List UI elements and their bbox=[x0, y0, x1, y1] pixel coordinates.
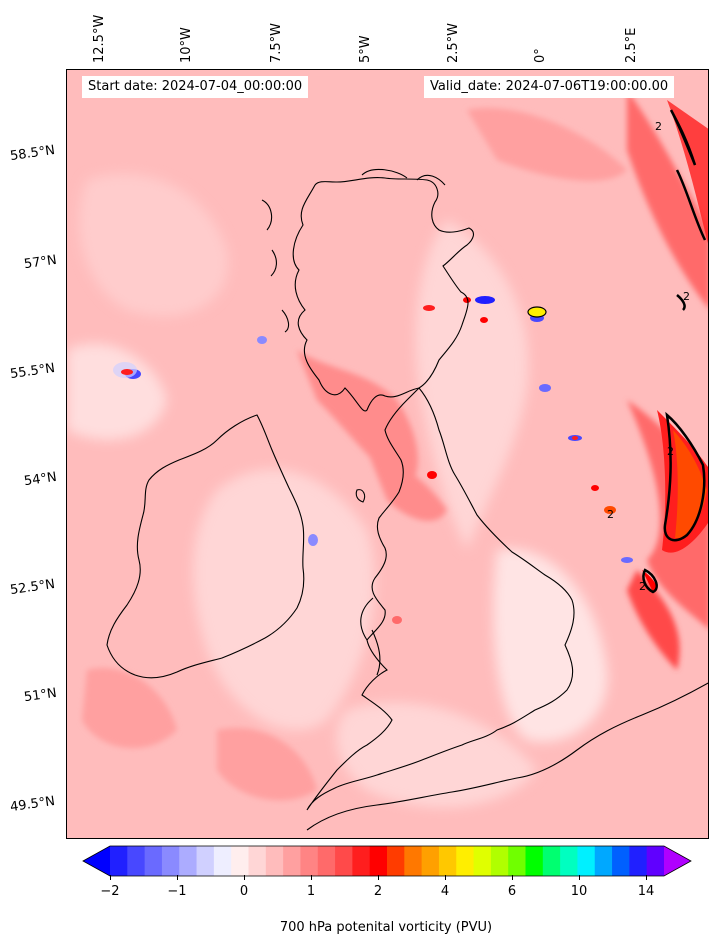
lat-label-57n: 57°N bbox=[23, 252, 58, 273]
colorbar bbox=[82, 845, 692, 877]
colorbar-segment bbox=[404, 846, 423, 876]
tick-mark-minus2 bbox=[110, 875, 111, 880]
colorbar-segment bbox=[646, 846, 665, 876]
colorbar-segment bbox=[352, 846, 371, 876]
coastline-france bbox=[306, 682, 708, 831]
colorbar-segment bbox=[231, 846, 250, 876]
start-date-label: Start date: 2024-07-04_00:00:00 bbox=[82, 76, 309, 98]
colorbar-segment bbox=[179, 846, 198, 876]
colorbar-segment bbox=[300, 846, 319, 876]
pv-field-map: 2 2 2 2 2 bbox=[67, 70, 708, 838]
tick-label-14: 14 bbox=[637, 884, 655, 899]
pv-2-contours bbox=[642, 109, 707, 594]
colorbar-segment bbox=[421, 846, 440, 876]
colorbar-segment bbox=[490, 846, 509, 876]
tick-label-1: 1 bbox=[306, 884, 316, 899]
colorbar-segment bbox=[542, 846, 561, 876]
tick-mark-0 bbox=[244, 875, 245, 880]
colorbar-segment bbox=[283, 846, 302, 876]
tick-label-10: 10 bbox=[570, 884, 588, 899]
contour-label-2-south: 2 bbox=[639, 580, 646, 593]
lat-label-51n: 51°N bbox=[23, 685, 58, 706]
tick-mark-1 bbox=[311, 875, 312, 880]
colorbar-segment bbox=[508, 846, 527, 876]
lon-label-2-5e: 2.5°E bbox=[624, 27, 639, 63]
tick-mark-minus1 bbox=[177, 875, 178, 880]
tick-mark-14 bbox=[646, 875, 647, 880]
lat-label-52-5n: 52.5°N bbox=[9, 576, 56, 599]
colorbar-segment bbox=[594, 846, 613, 876]
colorbar-segment bbox=[387, 846, 405, 876]
lat-label-58-5n: 58.5°N bbox=[9, 142, 56, 165]
colorbar-segment bbox=[144, 846, 163, 876]
colorbar-segment bbox=[317, 846, 336, 876]
coastline-isle-of-man bbox=[355, 489, 366, 503]
lat-label-55-5n: 55.5°N bbox=[9, 360, 56, 383]
tick-mark-2 bbox=[378, 875, 379, 880]
lon-label-7-5w: 7.5°W bbox=[269, 22, 284, 63]
coastline-scotland bbox=[292, 177, 475, 412]
contour-label-2-mid: 2 bbox=[667, 445, 674, 458]
tick-label-0: 0 bbox=[239, 884, 249, 899]
tick-mark-10 bbox=[579, 875, 580, 880]
tick-mark-6 bbox=[512, 875, 513, 880]
colorbar-segment bbox=[560, 846, 579, 876]
map-panel: 2 2 2 2 2 bbox=[66, 69, 709, 839]
coastline-northern-scotland bbox=[361, 168, 446, 186]
lon-label-2-5w: 2.5°W bbox=[446, 22, 461, 63]
lon-label-12-5w: 12.5°W bbox=[92, 14, 107, 63]
colorbar-segment bbox=[629, 846, 648, 876]
tick-label-minus2: −2 bbox=[100, 884, 120, 899]
colorbar-segment bbox=[456, 846, 475, 876]
colorbar-segment bbox=[196, 846, 215, 876]
colorbar-segment bbox=[369, 846, 388, 876]
contour-label-2-coast: 2 bbox=[607, 508, 614, 521]
contour-label-2-north: 2 bbox=[655, 120, 662, 133]
colorbar-extend-max bbox=[664, 846, 691, 876]
coastline-wales bbox=[360, 597, 381, 676]
tick-label-4: 4 bbox=[440, 884, 450, 899]
lon-label-10w: 10°W bbox=[179, 27, 194, 63]
colorbar-segment bbox=[612, 846, 630, 876]
contour-label-2-east: 2 bbox=[683, 290, 690, 303]
coastlines bbox=[106, 168, 708, 831]
colorbar-segment bbox=[161, 846, 180, 876]
colorbar-segment bbox=[110, 846, 128, 876]
tick-label-minus1: −1 bbox=[167, 884, 187, 899]
colorbar-segment bbox=[265, 846, 284, 876]
tick-mark-4 bbox=[445, 875, 446, 880]
coastline-islands-west bbox=[261, 199, 290, 333]
colorbar-title: 700 hPa potenital vorticity (PVU) bbox=[279, 920, 493, 935]
tick-label-6: 6 bbox=[507, 884, 517, 899]
lon-label-5w: 5°W bbox=[358, 35, 373, 63]
colorbar-extend-min bbox=[83, 846, 110, 876]
colorbar-segment bbox=[473, 846, 492, 876]
pv-negative-spots bbox=[113, 296, 633, 563]
valid-date-label: Valid_date: 2024-07-06T19:00:00.00 bbox=[424, 76, 675, 98]
lat-label-49-5n: 49.5°N bbox=[9, 793, 56, 816]
colorbar-segment bbox=[335, 846, 353, 876]
colorbar-segment bbox=[127, 846, 146, 876]
tick-label-2: 2 bbox=[373, 884, 383, 899]
colorbar-segment bbox=[248, 846, 267, 876]
colorbar-segment bbox=[438, 846, 457, 876]
coastline-ireland bbox=[106, 414, 305, 679]
colorbar-segment bbox=[577, 846, 596, 876]
contour-labels: 2 2 2 2 2 bbox=[607, 120, 690, 593]
lat-label-54n: 54°N bbox=[23, 469, 58, 490]
pv-light-regions bbox=[67, 173, 608, 808]
colorbar-segment bbox=[525, 846, 544, 876]
colorbar-segment bbox=[213, 846, 232, 876]
lon-label-0: 0° bbox=[533, 48, 548, 63]
coastline-england bbox=[306, 387, 575, 811]
pv-positive-spots bbox=[121, 297, 616, 624]
